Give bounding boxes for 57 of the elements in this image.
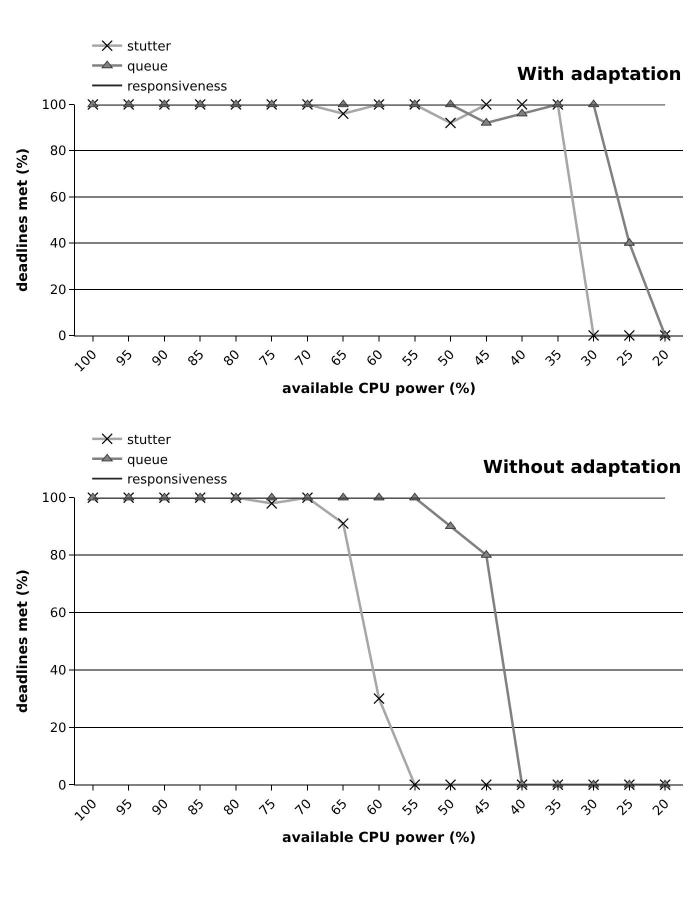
legend-label: stutter (127, 40, 172, 55)
x-tick-label: 80 (221, 796, 244, 819)
y-tick-label: 60 (50, 606, 66, 622)
y-tick-label: 0 (58, 329, 66, 344)
x-tick-label: 60 (364, 347, 386, 370)
y-tick-label: 80 (50, 144, 66, 160)
x-tick-label: 20 (650, 347, 673, 370)
x-axis-title: available CPU power (%) (282, 380, 476, 397)
x-tick-label: 40 (507, 796, 530, 819)
x-tick-label: 25 (614, 347, 637, 370)
x-tick-label: 55 (400, 347, 422, 370)
legend-label: responsiveness (127, 80, 228, 95)
y-tick-label: 20 (50, 720, 66, 736)
y-tick-label: 0 (58, 778, 66, 794)
legend-label: stutter (127, 432, 172, 448)
x-tick-label: 35 (542, 347, 566, 370)
x-tick-label: 40 (507, 347, 530, 370)
x-tick-label: 75 (256, 347, 280, 370)
x-tick-label: 90 (150, 796, 172, 819)
x-tick-label: 25 (614, 796, 637, 819)
x-tick-label: 20 (650, 796, 673, 819)
y-tick-label: 100 (42, 491, 66, 506)
chart-title: Without adaptation (483, 457, 682, 478)
x-tick-label: 50 (436, 347, 458, 370)
x-tick-label: 95 (114, 347, 136, 370)
y-axis-title: deadlines met (%) (15, 148, 32, 292)
x-tick-label: 45 (471, 347, 494, 370)
x-tick-label: 70 (292, 347, 315, 370)
x-tick-label: 55 (400, 796, 422, 819)
x-tick-label: 50 (436, 796, 458, 819)
x-axis-title: available CPU power (%) (282, 830, 476, 846)
x-tick-label: 95 (114, 796, 136, 819)
legend-label: queue (127, 452, 168, 468)
y-tick-label: 100 (42, 98, 66, 114)
x-tick-label: 35 (542, 796, 566, 819)
x-tick-label: 60 (364, 796, 386, 819)
legend-label: responsiveness (127, 472, 228, 488)
x-tick-label: 65 (328, 347, 351, 370)
x-tick-label: 30 (578, 796, 602, 819)
x-tick-label: 90 (150, 347, 172, 370)
y-axis-title: deadlines met (%) (15, 569, 32, 714)
x-tick-label: 80 (221, 347, 244, 370)
x-tick-label: 65 (328, 796, 351, 819)
y-tick-label: 80 (50, 548, 66, 564)
x-tick-label: 45 (471, 796, 494, 819)
x-tick-label: 30 (578, 347, 602, 370)
x-tick-label: 85 (185, 347, 208, 370)
point (444, 521, 456, 530)
chart-title: With adaptation (517, 64, 682, 85)
x-tick-label: 75 (256, 796, 280, 819)
legend-label: queue (127, 60, 168, 75)
y-tick-label: 20 (50, 282, 66, 298)
y-tick-label: 60 (50, 190, 66, 206)
x-tick-label: 85 (185, 796, 208, 819)
y-tick-label: 40 (50, 663, 66, 678)
x-tick-label: 70 (292, 796, 315, 819)
y-tick-label: 40 (50, 236, 66, 252)
